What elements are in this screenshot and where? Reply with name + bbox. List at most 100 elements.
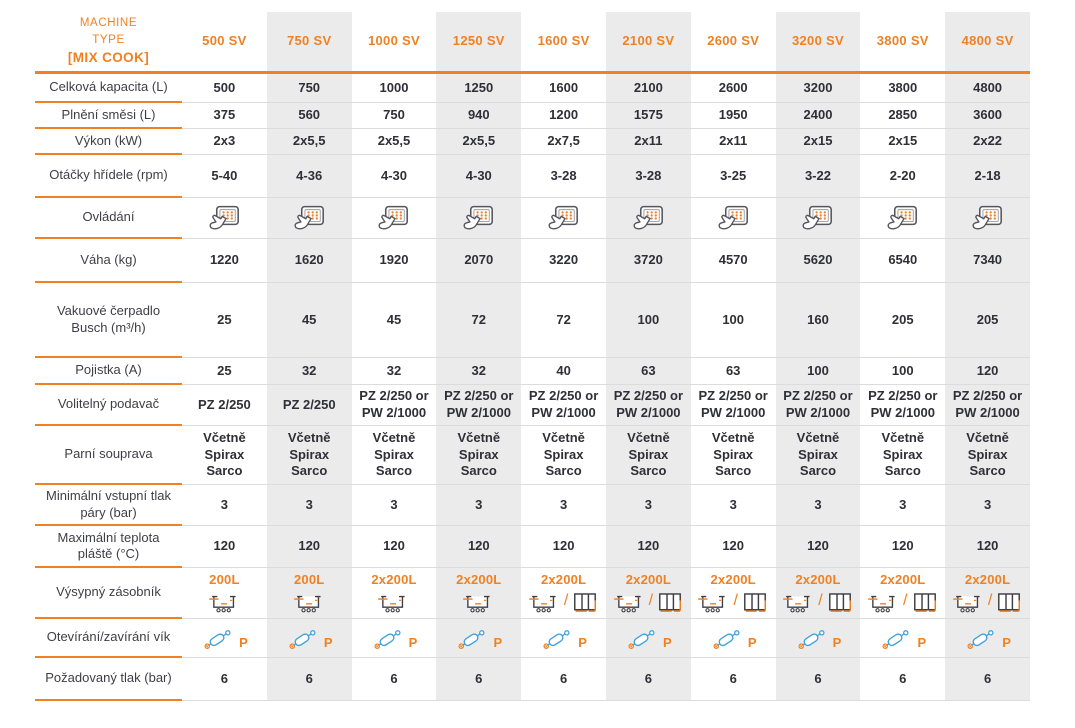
cell-value: 2x15 — [888, 133, 918, 149]
table-cell: PZ 2/250 — [266, 385, 352, 426]
cell-value: 120 — [976, 362, 999, 378]
cell-value: 4-30 — [380, 167, 407, 183]
cell-value: 2x7,5 — [547, 133, 580, 149]
row-label-cell: Celková kapacita (L) — [35, 74, 182, 103]
table-row: Výsypný zásobník 200L 200L 2x200L 2x200L 2x20… — [35, 568, 1030, 619]
table-cell: PZ 2/250 or PW 2/1000 — [860, 385, 946, 426]
table-cell: 120 — [605, 526, 691, 568]
cell-value: 6 — [559, 670, 568, 686]
hopper-cart-icon — [378, 595, 406, 613]
cell-value: 205 — [976, 311, 999, 327]
table-cell: 2x200L / — [775, 568, 861, 619]
cell-value: 6 — [644, 670, 652, 686]
lifting-bin-icon — [913, 593, 936, 612]
row-label: Váha (kg) — [80, 251, 137, 267]
cell-value: 100 — [722, 311, 745, 327]
table-cell: 6 — [860, 658, 946, 701]
cell-icons: P — [455, 625, 502, 651]
table-cell: 3 — [775, 485, 861, 526]
cell-icons: / — [952, 591, 1023, 614]
cell-icons — [718, 205, 749, 231]
row-label: Celková kapacita (L) — [49, 79, 168, 95]
table-cell: P — [605, 619, 691, 658]
table-cell: 2x11 — [690, 129, 776, 155]
row-label: Pojistka (A) — [75, 362, 142, 378]
table-cell: 5-40 — [182, 155, 267, 198]
column-header: 1000 SV — [352, 12, 437, 71]
cell-icons: / — [782, 591, 853, 614]
pneumatic-p-label: P — [408, 634, 418, 650]
table-cell: 3600 — [945, 103, 1030, 129]
cell-value: 32 — [301, 362, 317, 378]
cell-icons: P — [540, 625, 587, 651]
hopper-cart-icon — [613, 595, 641, 613]
cell-icons — [377, 591, 410, 614]
table-cell: PZ 2/250 or PW 2/1000 — [605, 385, 691, 426]
column-header-label: 3800 SV — [876, 33, 929, 49]
table-cell: PZ 2/250 or PW 2/1000 — [945, 385, 1030, 426]
table-cell: 3 — [605, 485, 691, 526]
lifting-bin-icon — [828, 593, 851, 612]
pneumatic-p-label: P — [1002, 634, 1011, 650]
table-row: Výkon (kW) 2x3 2x5,5 2x5,5 2x5,5 2x7,5 2x11 2x1… — [35, 129, 1030, 155]
table-cell: 4-36 — [266, 155, 352, 198]
hopper-cart-icon — [293, 595, 321, 613]
table-cell: 2x15 — [860, 129, 946, 155]
table-cell: 2x3 — [182, 129, 267, 155]
table-cell: 120 — [775, 526, 861, 568]
cell-value: 2600 — [718, 79, 748, 95]
table-cell: 3-25 — [690, 155, 776, 198]
table-cell: 560 — [266, 103, 352, 129]
cell-value: 4-30 — [465, 167, 492, 183]
cell-value: 2100 — [633, 79, 663, 95]
cell-value: 750 — [383, 107, 405, 123]
table-cell: 3 — [436, 485, 522, 526]
cell-icons: P — [371, 625, 418, 651]
table-cell: 205 — [945, 283, 1030, 358]
cell-value: 4570 — [718, 252, 748, 268]
table-cell — [860, 198, 946, 239]
table-cell: 1000 — [351, 74, 437, 103]
cell-value: 6 — [983, 670, 992, 686]
table-cell: 2x15 — [775, 129, 861, 155]
row-label-cell: Minimální vstupní tlak páry (bar) — [35, 485, 182, 526]
slash-separator: / — [563, 592, 569, 610]
table-cell: 45 — [351, 283, 437, 358]
cell-value: 45 — [386, 311, 402, 327]
row-label: Požadovaný tlak (bar) — [45, 670, 172, 686]
cell-icons: / — [697, 591, 768, 614]
pneumatic-p-label: P — [493, 634, 503, 650]
cell-value: 2400 — [803, 107, 833, 123]
column-header: 3800 SV — [860, 12, 945, 71]
table-cell: Včetně Spirax Sarco — [860, 426, 946, 485]
pneumatic-cylinder-icon — [882, 630, 909, 649]
table-cell: 120 — [521, 526, 606, 568]
table-cell: 6 — [436, 658, 522, 701]
pneumatic-cylinder-icon — [458, 630, 485, 649]
column-header: 1250 SV — [436, 12, 522, 71]
table-cell: 45 — [266, 283, 352, 358]
cell-value: 6 — [814, 670, 822, 686]
cell-icons — [208, 591, 241, 614]
touch-panel-icon — [972, 205, 1003, 230]
table-cell: 6 — [775, 658, 861, 701]
cell-value: 3200 — [803, 79, 833, 95]
table-cell: 120 — [182, 526, 267, 568]
table-cell: 205 — [860, 283, 946, 358]
cell-value: 3-22 — [804, 167, 831, 183]
cell-value: 6 — [729, 670, 737, 686]
cell-value: Včetně Spirax Sarco — [457, 429, 501, 479]
cell-value: 120 — [467, 538, 490, 554]
hopper-cart-icon — [698, 595, 726, 613]
table-cell: 5620 — [775, 239, 861, 283]
capacity-badge: 2x200L — [371, 572, 417, 588]
table-cell: 2-18 — [945, 155, 1030, 198]
row-label-cell: Plnění směsi (L) — [35, 103, 182, 129]
cell-value: Včetně Spirax Sarco — [372, 429, 416, 479]
slash-separator: / — [648, 592, 654, 610]
cell-value: 25 — [217, 311, 232, 327]
table-cell: 120 — [351, 526, 437, 568]
touch-panel-icon — [463, 205, 494, 230]
table-row: Váha (kg) 1220 1620 1920 2070 3220 3720 4570 562… — [35, 239, 1030, 283]
table-cell: PZ 2/250 — [182, 385, 267, 426]
